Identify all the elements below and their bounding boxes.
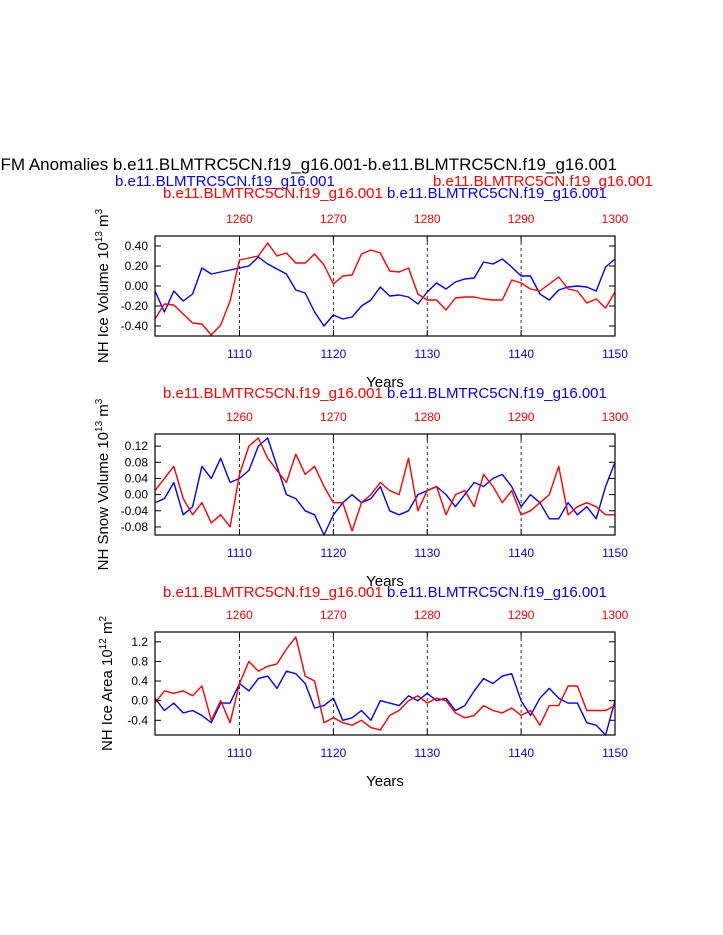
- series-line-red: [154, 437, 615, 532]
- x-tick-label-top: 1290: [508, 212, 535, 226]
- plot-frame: [154, 433, 616, 536]
- panel-legend-red: b.e11.BLMTRC5CN.f19_g16.001: [163, 584, 383, 601]
- x-tick-label-bottom: 1110: [227, 746, 252, 760]
- y-tick-label: 0.0: [131, 694, 148, 708]
- series-line-red: [154, 636, 616, 731]
- x-tick-label-bottom: 1110: [227, 347, 252, 361]
- y-tick-label: 0.00: [125, 279, 149, 293]
- x-tick-label-top: 1300: [602, 410, 629, 424]
- y-tick-label: -0.04: [121, 504, 149, 518]
- x-tick-label-bottom: 1120: [320, 546, 346, 560]
- panel-legend-blue: b.e11.BLMTRC5CN.f19_g16.001: [387, 385, 607, 402]
- y-tick-label: -0.08: [121, 520, 149, 534]
- y-tick-label: 0.20: [125, 259, 149, 273]
- y-axis-label: NH Ice Volume 1013 m3: [94, 208, 112, 363]
- x-tick-label-top: 1260: [226, 212, 253, 226]
- x-tick-label-bottom: 1140: [508, 746, 534, 760]
- y-tick-label: 1.2: [131, 635, 148, 649]
- x-tick-label-top: 1300: [602, 608, 629, 622]
- x-axis-label: Years: [366, 374, 404, 391]
- y-axis-label: NH Snow Volume 1013 m3: [94, 398, 112, 570]
- x-tick-label-top: 1280: [414, 608, 441, 622]
- x-tick-label-bottom: 1140: [508, 546, 534, 560]
- plot-frame: [154, 631, 616, 736]
- x-tick-label-top: 1270: [320, 608, 347, 622]
- x-tick-label-bottom: 1150: [602, 546, 628, 560]
- x-tick-label-top: 1300: [602, 212, 629, 226]
- series-line-red: [154, 242, 616, 336]
- chart-title: JFM Anomalies b.e11.BLMTRC5CN.f19_g16.00…: [0, 155, 617, 174]
- x-tick-label-top: 1260: [226, 410, 253, 424]
- y-tick-label: 0.00: [125, 488, 149, 502]
- x-tick-label-bottom: 1140: [508, 347, 534, 361]
- panel-legend-blue: b.e11.BLMTRC5CN.f19_g16.001: [387, 584, 607, 601]
- y-tick-label: -0.40: [121, 319, 149, 333]
- x-tick-label-bottom: 1120: [320, 746, 346, 760]
- x-tick-label-top: 1270: [320, 410, 347, 424]
- y-tick-label: 0.8: [131, 654, 148, 668]
- y-tick-label: 0.08: [125, 455, 149, 469]
- x-tick-label-bottom: 1130: [414, 746, 440, 760]
- x-tick-label-bottom: 1110: [227, 546, 252, 560]
- y-tick-label: 0.04: [125, 471, 149, 485]
- y-tick-label: -0.20: [121, 299, 149, 313]
- panel-legend-red: b.e11.BLMTRC5CN.f19_g16.001: [163, 385, 383, 402]
- x-tick-label-top: 1260: [226, 608, 253, 622]
- y-tick-label: 0.12: [125, 439, 149, 453]
- panel-legend-red: b.e11.BLMTRC5CN.f19_g16.001: [163, 185, 383, 202]
- panel-1: b.e11.BLMTRC5CN.f19_g16.001 b.e11.BLMTRC5…: [94, 185, 629, 391]
- y-tick-label: 0.4: [131, 674, 148, 688]
- panel-legend-blue: b.e11.BLMTRC5CN.f19_g16.001: [387, 185, 607, 202]
- y-tick-label: -0.4: [127, 713, 148, 727]
- series-line-blue: [154, 437, 616, 536]
- y-tick-label: 0.40: [125, 239, 149, 253]
- header-legend-red: b.e11.BLMTRC5CN.f19_g16.001: [433, 173, 653, 190]
- x-tick-label-bottom: 1130: [414, 347, 440, 361]
- x-tick-label-top: 1280: [414, 212, 441, 226]
- panel-2: b.e11.BLMTRC5CN.f19_g16.001 b.e11.BLMTRC5…: [94, 385, 629, 590]
- x-tick-label-top: 1290: [508, 608, 535, 622]
- series-line-blue: [154, 670, 616, 736]
- x-axis-label: Years: [366, 573, 404, 590]
- x-tick-label-bottom: 1130: [414, 546, 440, 560]
- x-axis-label: Years: [366, 773, 404, 790]
- x-tick-label-bottom: 1120: [320, 347, 346, 361]
- header-legend-blue: b.e11.BLMTRC5CN.f19_g16.001: [115, 173, 335, 190]
- panel-3: b.e11.BLMTRC5CN.f19_g16.001 b.e11.BLMTRC5…: [98, 584, 629, 790]
- x-tick-label-bottom: 1150: [602, 746, 628, 760]
- x-tick-label-top: 1270: [320, 212, 347, 226]
- x-tick-label-top: 1290: [508, 410, 535, 424]
- y-axis-label: NH Ice Area 1012 m2: [98, 616, 116, 752]
- x-tick-label-top: 1280: [414, 410, 441, 424]
- x-tick-label-bottom: 1150: [602, 347, 628, 361]
